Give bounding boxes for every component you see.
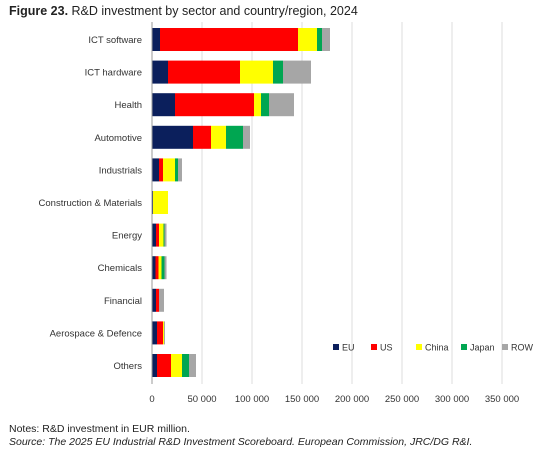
bar-ict-software-japan — [317, 28, 322, 51]
bar-aerospace-and-defence-us — [157, 321, 163, 345]
bar-chemicals-japan — [161, 256, 165, 280]
bar-energy-us — [156, 223, 159, 247]
figure-title-text: R&D investment by sector and country/reg… — [71, 4, 358, 18]
category-label: Financial — [104, 296, 142, 307]
legend-label-us: US — [380, 343, 393, 353]
legend-label-row: ROW — [511, 343, 534, 353]
bar-chemicals-eu — [152, 256, 156, 280]
bar-chemicals-china — [158, 256, 162, 280]
legend-swatch-japan — [461, 344, 467, 350]
bar-automotive-eu — [152, 125, 193, 149]
x-tick-label: 100 000 — [235, 394, 269, 405]
bar-ict-hardware-eu — [152, 60, 168, 84]
stacked-bar-chart: ICT software ICT hardware Health Automotive… — [39, 22, 534, 405]
bar-automotive-japan — [226, 125, 243, 149]
bar-aerospace-and-defence-eu — [152, 321, 157, 345]
x-tick-label: 300 000 — [435, 394, 469, 405]
legend-label-china: China — [425, 343, 449, 353]
bar-ict-software-us — [160, 28, 298, 51]
x-tick-label: 50 000 — [187, 394, 216, 405]
bar-ict-hardware-us — [168, 60, 240, 84]
bar-ict-hardware-china — [240, 60, 273, 84]
legend-swatch-china — [416, 344, 422, 350]
bar-health-us — [175, 93, 254, 117]
bar-ict-software-row — [322, 28, 330, 51]
category-label: Aerospace & Defence — [50, 328, 142, 339]
bar-others-china — [171, 354, 182, 377]
legend-swatch-row — [502, 344, 508, 350]
bar-aerospace-and-defence-china — [163, 321, 164, 345]
x-tick-label: 150 000 — [285, 394, 319, 405]
bar-financial-eu — [152, 288, 156, 312]
bar-ict-software-eu — [152, 28, 160, 51]
bar-industrials-row — [178, 158, 182, 182]
bar-energy-eu — [152, 223, 156, 247]
legend-label-eu: EU — [342, 343, 355, 353]
bar-health-china — [254, 93, 261, 117]
category-label: Automotive — [94, 133, 142, 144]
legend-swatch-us — [371, 344, 377, 350]
category-label: ICT hardware — [85, 68, 142, 79]
category-label: Industrials — [99, 165, 143, 176]
bar-industrials-japan — [175, 158, 178, 182]
x-tick-label: 350 000 — [485, 394, 519, 405]
bar-industrials-us — [159, 158, 163, 182]
figure-label: Figure 23. — [9, 4, 69, 18]
legend-label-japan: Japan — [470, 343, 495, 353]
bar-aerospace-and-defence-row — [164, 321, 165, 345]
bar-ict-hardware-row — [283, 60, 311, 84]
x-tick-label: 0 — [149, 394, 154, 405]
legend-swatch-eu — [333, 344, 339, 350]
category-label: Others — [113, 361, 142, 372]
bar-financial-row — [159, 288, 164, 312]
category-label: Chemicals — [98, 263, 143, 274]
x-tick-label: 200 000 — [335, 394, 369, 405]
bar-automotive-us — [193, 125, 211, 149]
bar-financial-us — [156, 288, 159, 312]
category-label: Construction & Materials — [39, 198, 143, 209]
bar-ict-software-china — [298, 28, 317, 51]
bar-industrials-eu — [152, 158, 159, 182]
x-tick-label: 250 000 — [385, 394, 419, 405]
bar-chemicals-us — [155, 256, 159, 280]
bar-health-eu — [152, 93, 175, 117]
bar-automotive-row — [243, 125, 250, 149]
category-label: ICT software — [88, 35, 142, 46]
chart-notes: Notes: R&D investment in EUR million. So… — [9, 423, 472, 449]
bar-construction-and-materials-china — [153, 191, 168, 214]
category-label: Health — [115, 100, 142, 111]
bar-chemicals-row — [164, 256, 167, 280]
bar-energy-row — [164, 223, 167, 247]
bar-energy-japan — [163, 223, 165, 247]
bar-industrials-china — [163, 158, 175, 182]
bar-others-row — [189, 354, 196, 377]
bar-automotive-china — [211, 125, 226, 149]
category-label: Energy — [112, 231, 142, 242]
notes-text: Notes: R&D investment in EUR million. — [9, 423, 190, 435]
bar-others-us — [157, 354, 171, 377]
bar-health-row — [269, 93, 294, 117]
bar-others-japan — [182, 354, 189, 377]
bar-ict-hardware-japan — [273, 60, 283, 84]
source-text: Source: The 2025 EU Industrial R&D Inves… — [9, 436, 473, 448]
bar-energy-china — [159, 223, 164, 247]
bar-health-japan — [261, 93, 269, 117]
bar-others-eu — [152, 354, 157, 377]
figure-title: Figure 23. R&D investment by sector and … — [9, 4, 358, 18]
